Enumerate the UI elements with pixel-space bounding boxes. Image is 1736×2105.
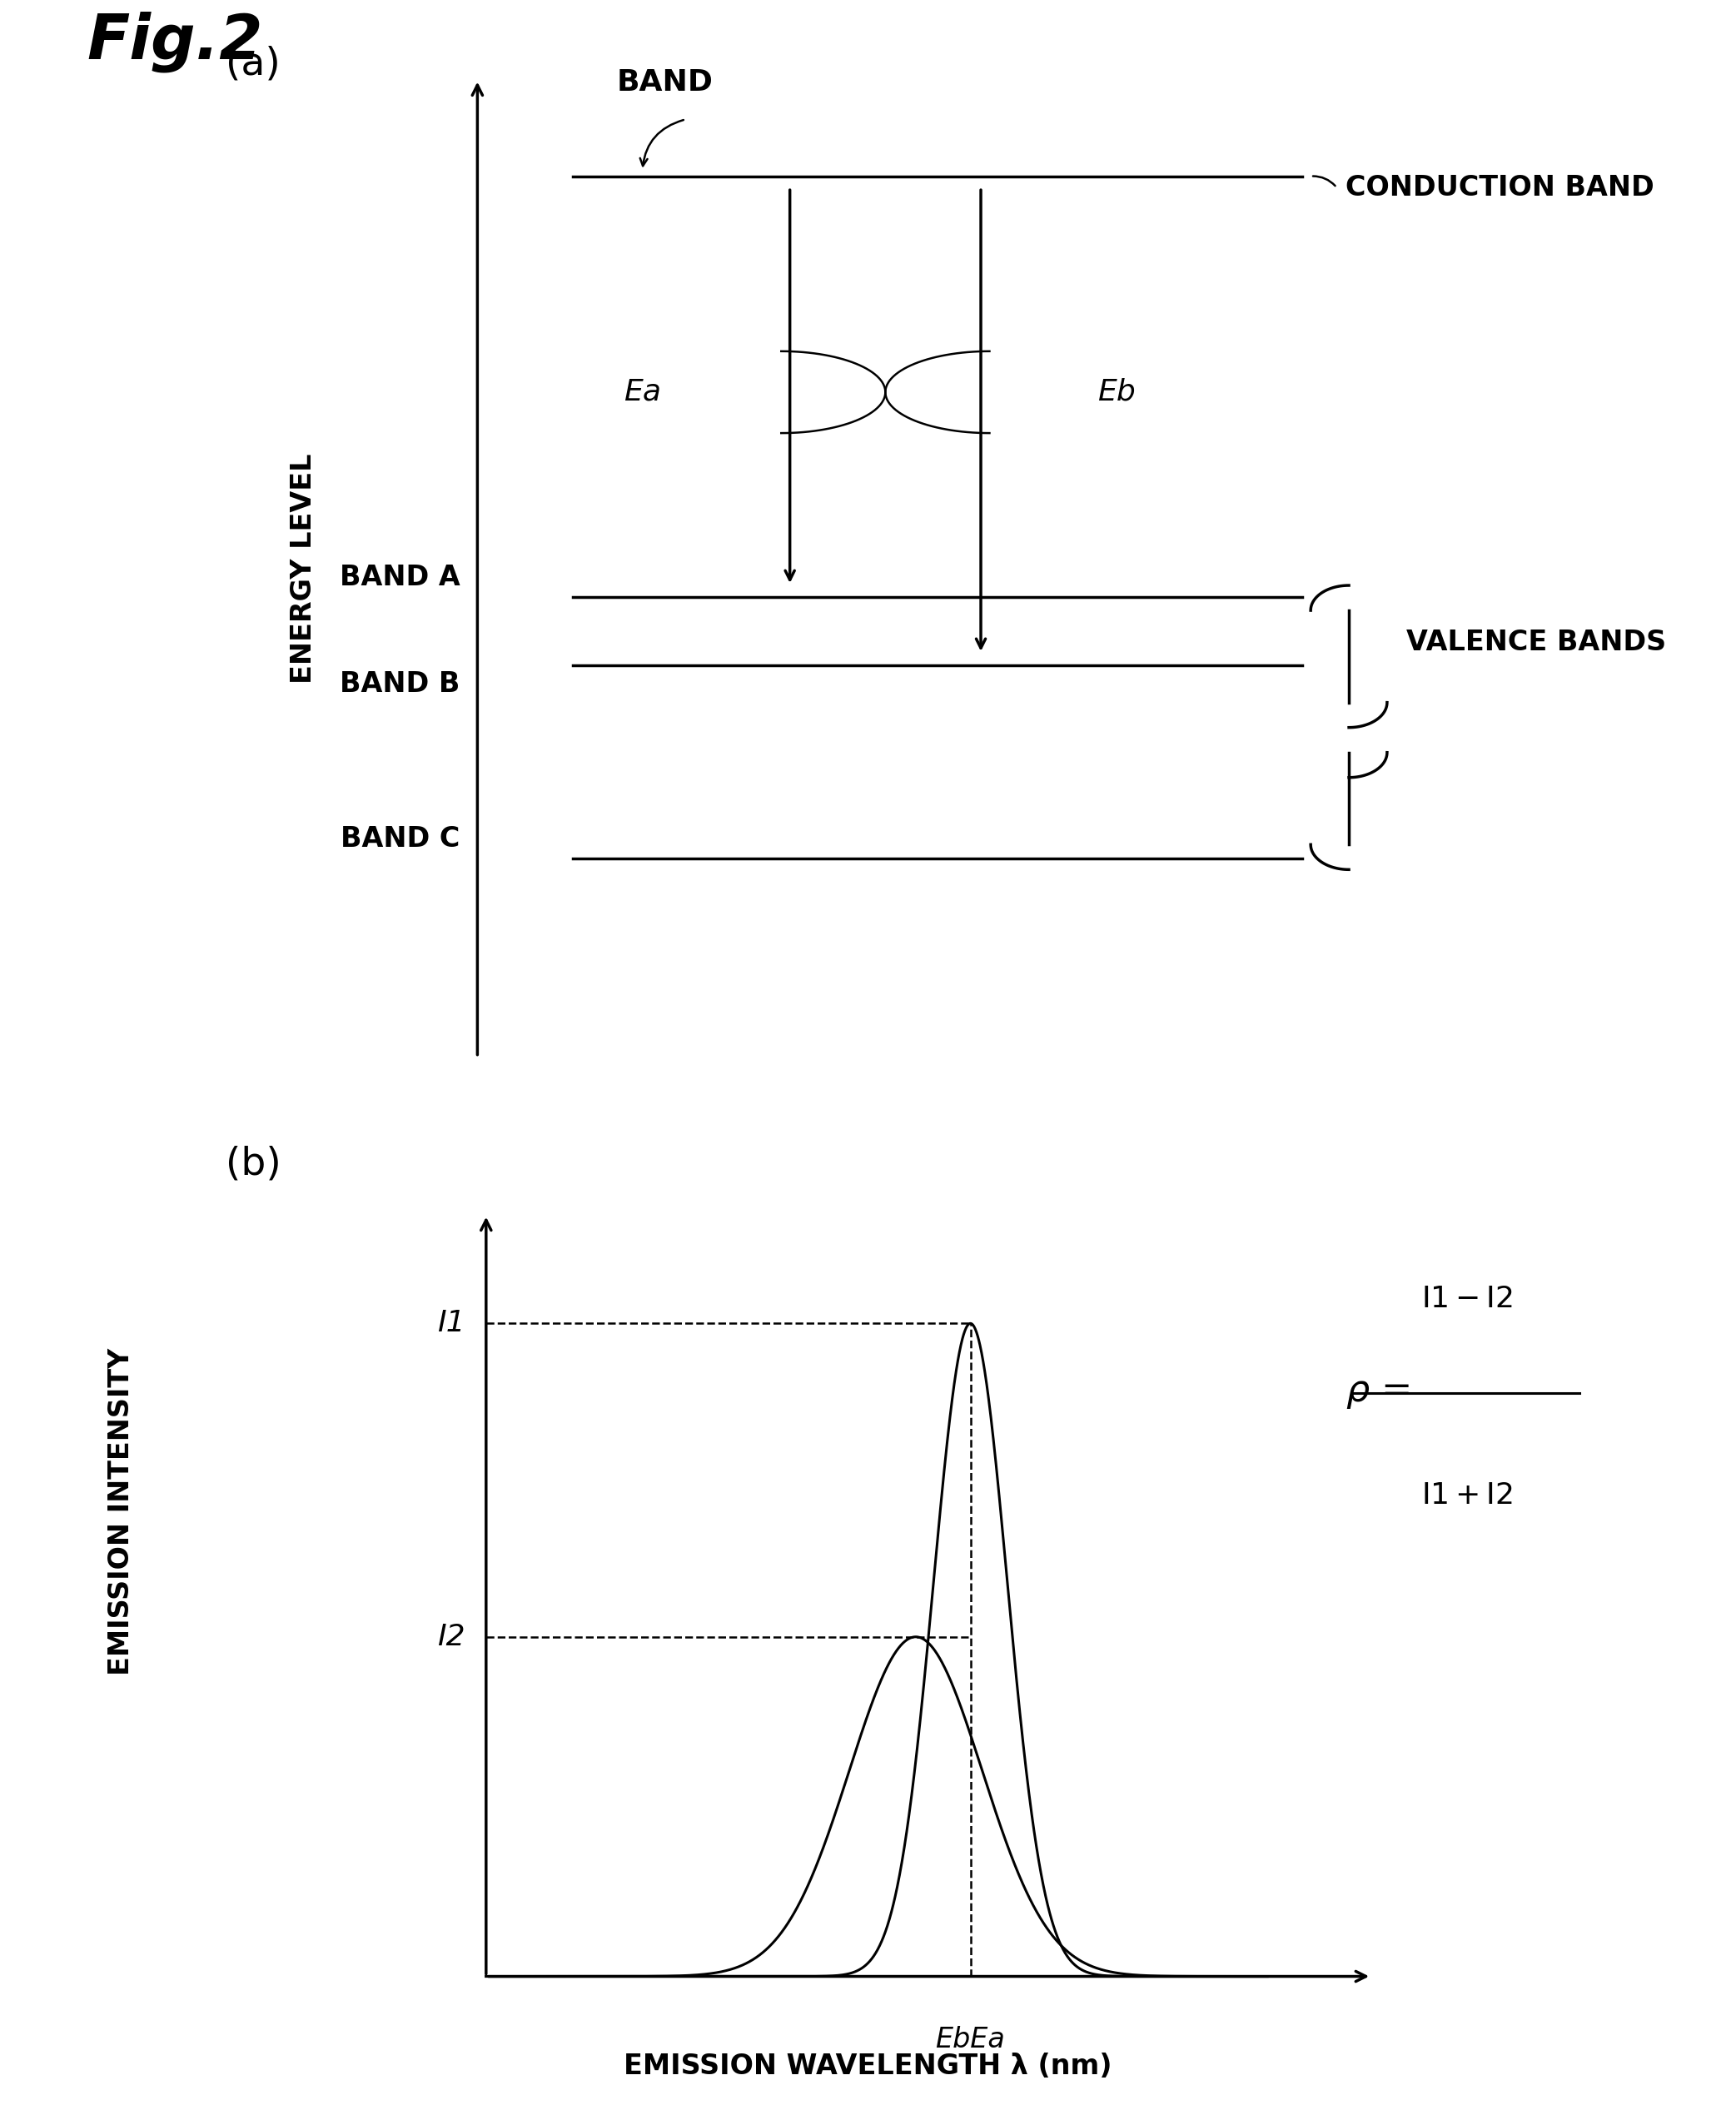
Text: EMISSION WAVELENGTH λ (nm): EMISSION WAVELENGTH λ (nm) (623, 2052, 1113, 2080)
Text: EMISSION INTENSITY: EMISSION INTENSITY (108, 1347, 135, 1676)
Text: $\rho$ =: $\rho$ = (1345, 1375, 1410, 1410)
Text: ENERGY LEVEL: ENERGY LEVEL (290, 453, 318, 684)
Text: $\mathregular{I1 - I2}$: $\mathregular{I1 - I2}$ (1422, 1286, 1512, 1314)
Text: BAND A: BAND A (340, 564, 460, 592)
Text: (b): (b) (226, 1145, 281, 1183)
Text: Eb: Eb (1097, 379, 1135, 406)
Text: $\mathregular{I1 + I2}$: $\mathregular{I1 + I2}$ (1422, 1482, 1512, 1509)
Text: BAND C: BAND C (340, 825, 460, 853)
Text: I1: I1 (437, 1309, 465, 1337)
Text: VALENCE BANDS: VALENCE BANDS (1406, 629, 1667, 657)
Text: BAND B: BAND B (340, 671, 460, 699)
Text: I2: I2 (437, 1623, 465, 1650)
Text: CONDUCTION BAND: CONDUCTION BAND (1345, 175, 1654, 202)
Text: EbEa: EbEa (936, 2025, 1005, 2052)
Text: Fig.2: Fig.2 (87, 11, 262, 72)
Text: BAND: BAND (616, 67, 713, 97)
Text: Ea: Ea (623, 379, 661, 406)
Text: (a): (a) (226, 46, 281, 82)
